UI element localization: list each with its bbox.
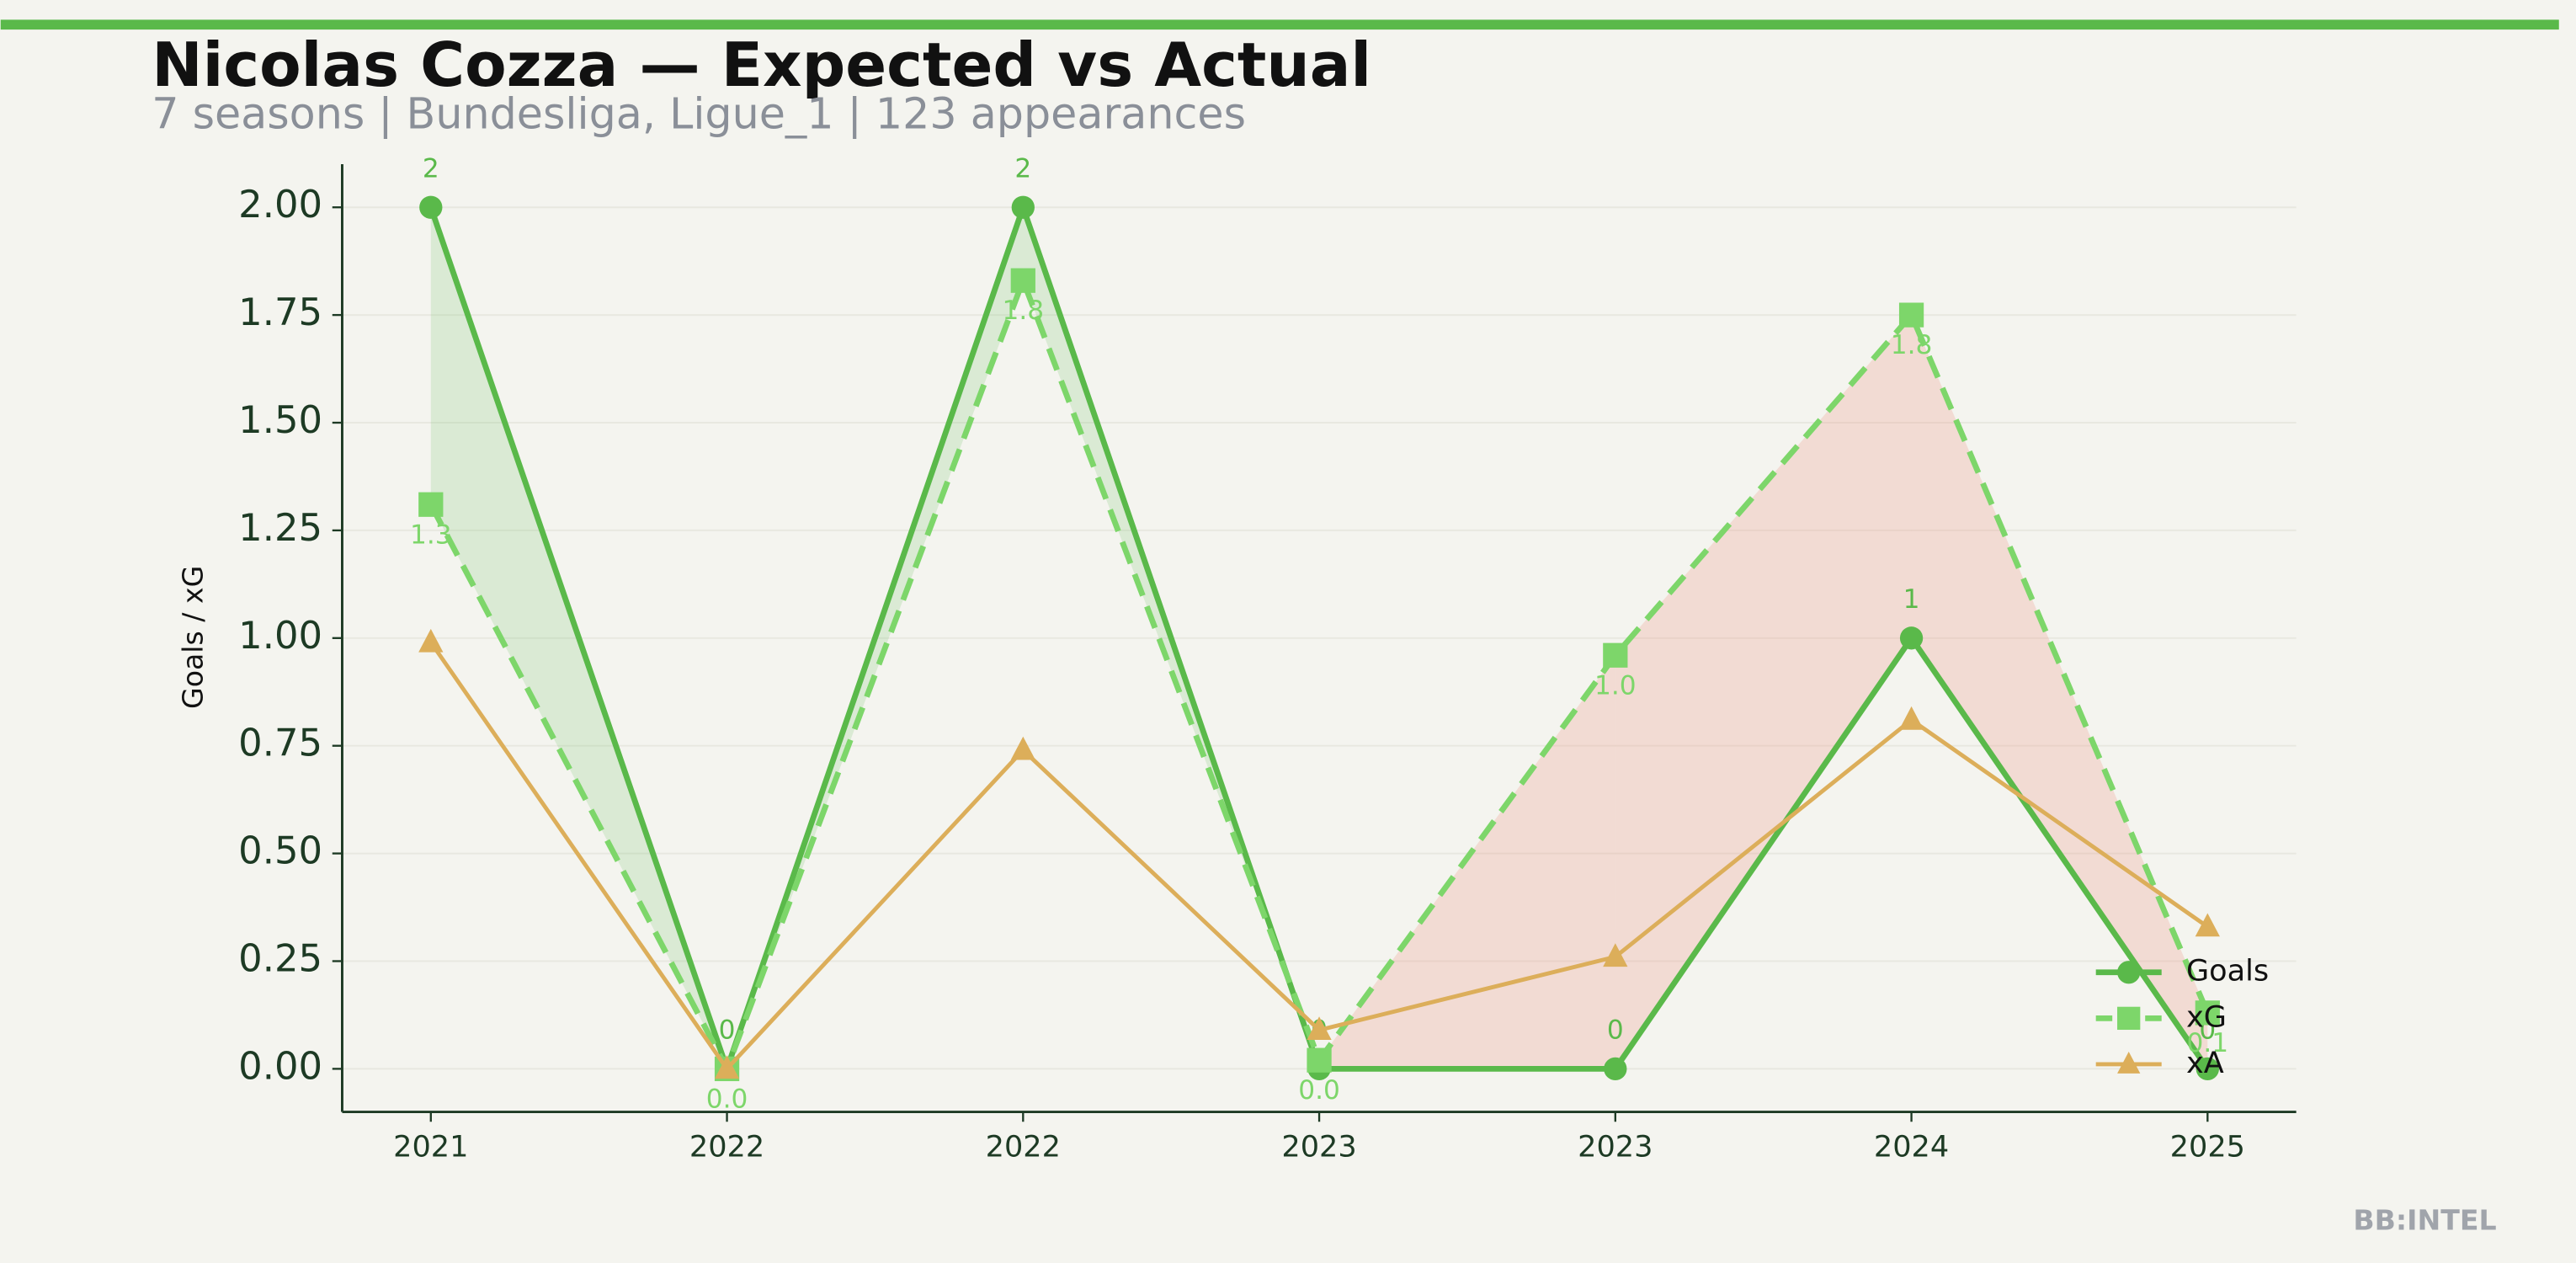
top-bar	[0, 19, 2559, 30]
data-point	[1898, 706, 1924, 730]
data-label: 0.0	[706, 1084, 748, 1114]
data-point	[1899, 626, 1924, 650]
x-tick-label: 2023	[1578, 1129, 1653, 1164]
underperformance-fill	[1615, 315, 1912, 1069]
y-tick-label: 0.50	[238, 829, 322, 873]
data-point	[2195, 913, 2220, 937]
y-tick-label: 1.50	[238, 397, 322, 442]
x-tick-label: 2023	[1281, 1129, 1356, 1164]
legend-marker	[2117, 1006, 2141, 1031]
legend-label: xA	[2186, 1046, 2224, 1080]
data-label: 0.1	[2187, 1028, 2229, 1058]
y-tick-label: 1.75	[238, 290, 322, 334]
data-label: 2	[1014, 153, 1031, 184]
data-label: 1	[1903, 584, 1920, 615]
data-point	[1604, 1057, 1627, 1081]
data-label: 0	[719, 1015, 736, 1046]
y-tick-label: 0.75	[238, 721, 322, 765]
data-label: 1.8	[1003, 296, 1045, 326]
x-tick-label: 2021	[393, 1129, 468, 1164]
x-tick-label: 2022	[986, 1129, 1061, 1164]
data-label: 1.0	[1594, 670, 1637, 701]
legend-marker	[2117, 961, 2141, 984]
legend-label: xG	[2186, 999, 2227, 1034]
data-label: 0.0	[1298, 1075, 1340, 1106]
data-point	[418, 628, 444, 653]
legend-label: Goals	[2186, 954, 2269, 989]
y-tick-label: 0.00	[238, 1043, 322, 1088]
data-point	[714, 1055, 740, 1079]
x-tick-label: 2025	[2170, 1129, 2245, 1164]
data-point	[1307, 1047, 1332, 1073]
underperformance-fill	[1911, 315, 2208, 1069]
data-point	[2195, 1057, 2219, 1081]
data-label: 1.3	[410, 520, 452, 550]
legend-marker	[2117, 1051, 2141, 1074]
data-point	[1011, 195, 1035, 219]
data-point	[1603, 642, 1628, 668]
chart-title: Nicolas Cozza — Expected vs Actual	[152, 30, 1371, 101]
y-tick-label: 1.25	[238, 505, 322, 550]
data-point	[1603, 943, 1628, 967]
data-point	[1010, 736, 1035, 760]
data-point	[1307, 1016, 1332, 1041]
watermark: BB:INTEL	[2353, 1204, 2496, 1237]
chart-subtitle: 7 seasons | Bundesliga, Ligue_1 | 123 ap…	[152, 88, 1246, 139]
y-tick-label: 1.00	[238, 613, 322, 658]
y-tick-label: 0.25	[238, 935, 322, 980]
x-tick-label: 2022	[689, 1129, 764, 1164]
data-label: 0	[1607, 1015, 1624, 1046]
data-point	[1898, 302, 1924, 328]
data-label: 1.8	[1891, 330, 1933, 360]
y-axis-label: Goals / xG	[176, 566, 209, 709]
data-point	[418, 492, 444, 517]
x-tick-label: 2024	[1874, 1129, 1949, 1164]
data-point	[1010, 268, 1035, 293]
data-label: 2	[423, 153, 439, 184]
data-point	[2195, 1000, 2220, 1026]
data-point	[419, 195, 443, 219]
y-tick-label: 2.00	[238, 182, 322, 226]
